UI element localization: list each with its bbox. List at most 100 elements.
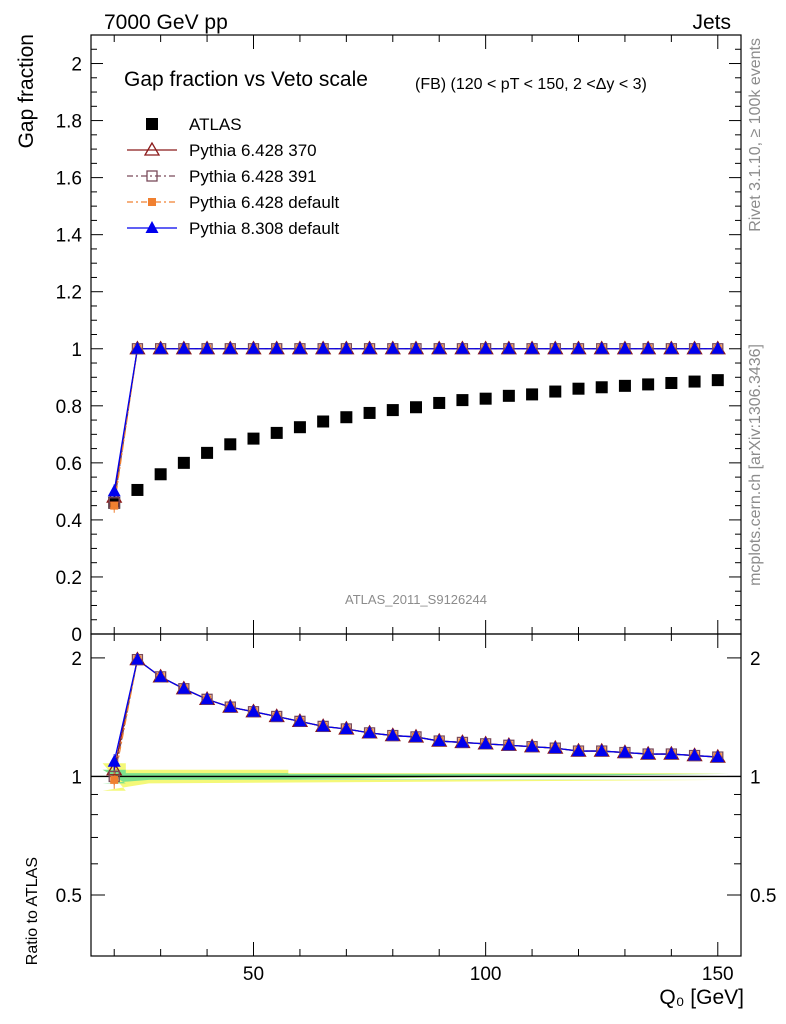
main-point-s3 bbox=[110, 501, 119, 510]
main-point-s4 bbox=[711, 341, 725, 354]
legend-marker bbox=[148, 198, 156, 206]
main-point-s4 bbox=[270, 341, 284, 354]
ratio-point-s3 bbox=[595, 744, 609, 757]
main-point-s0 bbox=[433, 396, 446, 409]
main-point-s0 bbox=[363, 406, 376, 419]
ratio-axis-ticks: 0.5 0.5 1 1 2 2 50 100 150 bbox=[56, 634, 776, 985]
mcplots-source-label: mcplots.cern.ch [arXiv:1306.3436] bbox=[747, 344, 764, 586]
main-point-s4 bbox=[502, 341, 516, 354]
main-y-tick-label: 0.2 bbox=[56, 568, 82, 589]
ratio-y-axis-label: Ratio to ATLAS bbox=[24, 857, 41, 965]
ratio-point-s3 bbox=[270, 709, 284, 722]
main-y-tick-label: 2 bbox=[71, 55, 82, 76]
ratio-y-tick-label-right: 0.5 bbox=[750, 886, 776, 907]
main-y-tick-label: 1 bbox=[71, 340, 82, 361]
energy-label: 7000 GeV pp bbox=[104, 11, 228, 34]
legend-label: ATLAS bbox=[189, 115, 242, 134]
main-y-tick-label: 1.8 bbox=[56, 112, 82, 133]
main-panel: 0 0.2 0.4 0.6 0.8 1 1.2 1.4 1.6 1.8 2 Gap fraction… bbox=[15, 34, 742, 646]
main-point-s4 bbox=[200, 341, 214, 354]
rivet-version-label: Rivet 3.1.10, ≥ 100k events bbox=[747, 38, 764, 232]
main-point-s0 bbox=[549, 385, 562, 398]
main-chart-subtitle: (FB) (120 < pT < 150, 2 <Δy < 3) bbox=[415, 76, 647, 93]
ratio-point-s2 bbox=[110, 775, 119, 784]
main-point-s4 bbox=[223, 341, 237, 354]
ratio-series-line-1 bbox=[113, 658, 718, 777]
main-point-s4 bbox=[688, 341, 702, 354]
ratio-y-tick-label: 0.5 bbox=[56, 886, 82, 907]
main-point-s4 bbox=[641, 341, 655, 354]
main-point-s0 bbox=[293, 421, 306, 434]
ratio-point-s3 bbox=[664, 747, 678, 760]
main-series-line-4 bbox=[113, 348, 718, 492]
main-point-s4 bbox=[363, 341, 377, 354]
x-tick-label: 100 bbox=[470, 964, 502, 985]
ratio-point-s3 bbox=[432, 734, 446, 747]
main-point-s0 bbox=[177, 456, 190, 469]
main-y-tick-label: 1.2 bbox=[56, 283, 82, 304]
main-point-s0 bbox=[479, 392, 492, 405]
main-y-axis-label: Gap fraction bbox=[15, 34, 38, 148]
main-y-tick-label: 0.6 bbox=[56, 454, 82, 475]
main-point-s0 bbox=[340, 411, 353, 424]
legend-marker bbox=[146, 118, 158, 130]
ratio-panel: 0.5 0.5 1 1 2 2 50 100 150 Ratio to ATLAS Q₀ [Ge… bbox=[24, 633, 776, 1009]
legend-label: Pythia 6.428 391 bbox=[189, 167, 317, 186]
main-point-s0 bbox=[711, 374, 724, 387]
main-point-s4 bbox=[595, 341, 609, 354]
main-series-line-3 bbox=[113, 348, 718, 506]
main-point-s0 bbox=[154, 468, 167, 481]
main-y-tick-label: 0.8 bbox=[56, 397, 82, 418]
main-point-s4 bbox=[548, 341, 562, 354]
main-point-s0 bbox=[595, 381, 608, 394]
main-point-s4 bbox=[432, 341, 446, 354]
legend-marker bbox=[143, 141, 161, 156]
ratio-point-s3 bbox=[223, 700, 237, 713]
main-point-s0 bbox=[317, 415, 330, 428]
main-chart-title: Gap fraction vs Veto scale bbox=[124, 68, 368, 91]
ratio-point-s3 bbox=[711, 750, 725, 763]
main-point-s4 bbox=[293, 341, 307, 354]
ratio-point-s3 bbox=[154, 669, 168, 682]
ratio-point-s3 bbox=[688, 748, 702, 761]
main-point-s4 bbox=[572, 341, 585, 354]
main-point-s4 bbox=[316, 341, 330, 354]
ratio-point-s3 bbox=[641, 747, 655, 760]
main-series-layer bbox=[106, 340, 726, 513]
ratio-point-s0 bbox=[106, 761, 123, 776]
main-y-tick-label: 0 bbox=[71, 625, 82, 646]
main-point-s0 bbox=[201, 446, 214, 459]
legend-marker bbox=[146, 170, 158, 182]
legend-label: Pythia 6.428 370 bbox=[189, 141, 317, 160]
main-axis-ticks: 0 0.2 0.4 0.6 0.8 1 1.2 1.4 1.6 1.8 2 bbox=[56, 34, 741, 646]
main-point-s4 bbox=[177, 341, 191, 354]
ratio-point-s3 bbox=[455, 735, 469, 748]
main-point-s4 bbox=[618, 341, 632, 354]
main-point-s4 bbox=[107, 484, 121, 497]
main-series-line-1 bbox=[113, 348, 718, 498]
legend: ATLAS Pythia 6.428 370 Pythia 6.428 391 Pyt… bbox=[127, 115, 340, 238]
ratio-y-tick-label: 1 bbox=[71, 767, 82, 788]
main-point-s0 bbox=[502, 389, 515, 402]
x-tick-label: 150 bbox=[702, 964, 734, 985]
main-point-s4 bbox=[455, 341, 469, 354]
main-point-s4 bbox=[409, 341, 423, 354]
main-point-s0 bbox=[456, 394, 469, 407]
main-y-tick-label: 0.4 bbox=[56, 511, 83, 532]
analysis-watermark: ATLAS_2011_S9126244 bbox=[345, 592, 487, 607]
main-point-s0 bbox=[270, 426, 283, 439]
ratio-panel-frame bbox=[90, 633, 742, 957]
ratio-point-s3 bbox=[386, 728, 400, 741]
x-axis-label: Q₀ [GeV] bbox=[659, 986, 744, 1009]
main-point-s0 bbox=[618, 379, 631, 392]
main-point-s4 bbox=[130, 341, 144, 354]
main-point-s0 bbox=[642, 378, 655, 391]
ratio-point-s3 bbox=[548, 741, 562, 754]
ratio-point-s3 bbox=[316, 719, 330, 732]
main-point-s0 bbox=[665, 376, 678, 389]
x-tick-label: 50 bbox=[243, 964, 264, 985]
ratio-point-s3 bbox=[130, 652, 144, 665]
category-label: Jets bbox=[692, 11, 731, 34]
ratio-point-s3 bbox=[363, 725, 377, 738]
